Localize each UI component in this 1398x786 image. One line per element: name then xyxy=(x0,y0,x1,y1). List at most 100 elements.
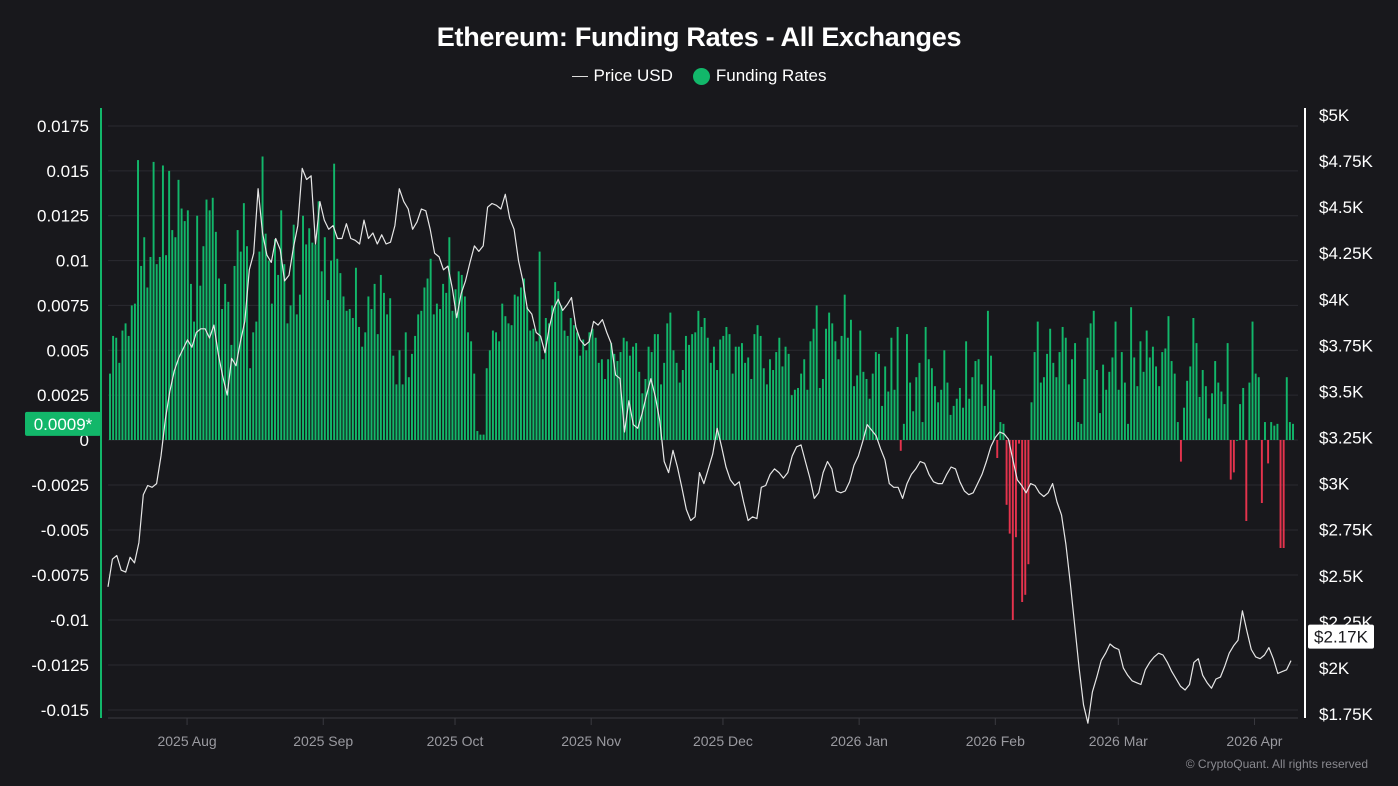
funding-bar xyxy=(815,305,818,440)
funding-bar xyxy=(781,366,784,440)
right-tick-label: $3.75K xyxy=(1319,336,1374,355)
funding-bar xyxy=(825,328,827,440)
funding-bar xyxy=(784,346,787,440)
funding-bar xyxy=(298,294,301,440)
funding-bar xyxy=(1204,386,1207,440)
funding-bar xyxy=(326,300,329,440)
funding-bar xyxy=(958,387,961,440)
funding-bar xyxy=(1092,310,1095,440)
funding-bar xyxy=(949,414,952,440)
funding-bar xyxy=(426,278,429,440)
funding-bar xyxy=(267,260,270,440)
funding-bar xyxy=(772,370,775,440)
funding-bar xyxy=(376,334,379,440)
funding-bar xyxy=(650,352,653,440)
funding-bar xyxy=(457,271,460,440)
funding-bar xyxy=(1024,440,1027,595)
funding-bar xyxy=(896,326,899,440)
funding-bar xyxy=(491,330,494,440)
funding-bar xyxy=(607,359,610,440)
funding-bar xyxy=(1061,326,1064,440)
funding-bar xyxy=(174,237,177,440)
funding-bar xyxy=(1282,440,1285,548)
right-tick-label: $1.75K xyxy=(1319,705,1374,724)
funding-bar xyxy=(1279,440,1282,548)
funding-bar xyxy=(849,319,852,440)
funding-bar xyxy=(921,422,924,440)
funding-bar xyxy=(292,224,295,440)
funding-bar xyxy=(1120,352,1123,440)
funding-bar xyxy=(971,377,974,440)
funding-bar xyxy=(1232,440,1235,473)
funding-bar xyxy=(189,283,192,440)
funding-bar xyxy=(647,346,650,440)
funding-bar xyxy=(398,350,401,440)
funding-bar xyxy=(906,334,908,440)
funding-bar xyxy=(1042,377,1045,440)
funding-bar xyxy=(753,334,756,440)
funding-bar xyxy=(812,328,815,440)
funding-bar xyxy=(874,352,877,440)
funding-bar xyxy=(445,292,448,440)
x-tick-label: 2026 Mar xyxy=(1089,733,1148,749)
funding-bar xyxy=(295,314,298,440)
x-tick-label: 2026 Feb xyxy=(966,733,1025,749)
funding-bar xyxy=(1127,423,1129,440)
funding-bar xyxy=(395,384,398,440)
funding-bar xyxy=(986,310,989,440)
funding-bar xyxy=(519,287,522,440)
funding-bar xyxy=(202,246,205,440)
funding-bar xyxy=(569,317,572,440)
funding-bar xyxy=(411,353,413,440)
funding-bar xyxy=(529,330,532,440)
funding-bar xyxy=(843,294,846,440)
funding-bar xyxy=(435,303,438,440)
funding-bar xyxy=(1173,373,1176,440)
funding-bar xyxy=(709,362,712,440)
funding-bar xyxy=(495,332,497,440)
funding-bar xyxy=(143,237,146,440)
funding-bar xyxy=(728,334,731,440)
funding-bar xyxy=(165,255,167,440)
left-tick-label: 0.005 xyxy=(46,341,89,360)
funding-bar xyxy=(351,317,354,440)
funding-bar xyxy=(364,332,367,440)
x-tick-label: 2025 Nov xyxy=(561,733,621,749)
funding-bar xyxy=(1229,440,1232,480)
funding-bar xyxy=(1183,407,1185,440)
funding-bar xyxy=(501,303,504,440)
funding-bar xyxy=(252,332,255,440)
funding-bar xyxy=(320,271,323,440)
funding-bar xyxy=(1099,413,1101,440)
funding-bar xyxy=(909,382,912,440)
funding-bar xyxy=(741,343,743,440)
right-tick-label: $4K xyxy=(1319,290,1350,309)
funding-bar xyxy=(230,344,233,440)
legend-item-price[interactable]: Price USD xyxy=(571,66,673,86)
funding-bar xyxy=(407,377,410,440)
legend-item-funding[interactable]: Funding Rates xyxy=(692,66,826,86)
funding-bar xyxy=(862,371,865,440)
funding-bar xyxy=(1114,321,1117,440)
funding-bar xyxy=(140,265,143,440)
price-line-group xyxy=(107,167,1292,724)
funding-bar xyxy=(610,343,613,440)
funding-bar xyxy=(1245,440,1248,521)
funding-bar xyxy=(1136,386,1139,440)
funding-bar xyxy=(962,407,964,440)
funding-bar xyxy=(890,337,893,440)
funding-bar xyxy=(386,314,389,440)
funding-bar xyxy=(283,264,286,440)
funding-bar xyxy=(731,373,734,440)
funding-bar xyxy=(675,362,678,440)
funding-bar xyxy=(1052,362,1055,440)
funding-bar xyxy=(401,384,404,440)
funding-bar xyxy=(1064,337,1067,440)
funding-bar xyxy=(479,434,482,440)
funding-bar xyxy=(856,375,859,440)
funding-bar xyxy=(1089,323,1092,440)
funding-bar xyxy=(737,346,740,440)
funding-bar xyxy=(1270,422,1273,440)
funding-bar xyxy=(1220,391,1223,440)
funding-bar xyxy=(778,337,781,440)
